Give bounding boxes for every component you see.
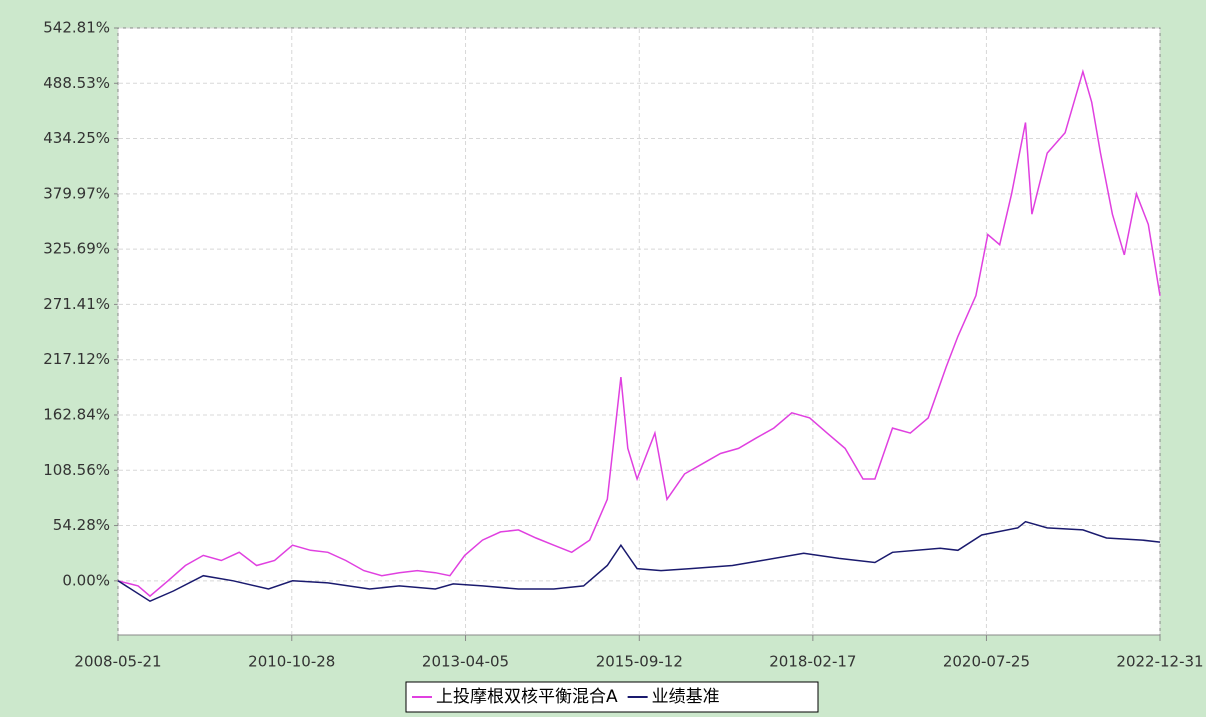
- series-line: [117, 68, 1161, 598]
- legend-label: 上投摩根双核平衡混合A: [436, 687, 618, 707]
- x-tick-label: 2008-05-21: [74, 653, 161, 671]
- y-tick-label: 325.69%: [43, 240, 110, 258]
- y-tick-label: 54.28%: [53, 516, 110, 534]
- legend-label: 业绩基准: [652, 687, 720, 707]
- y-tick-label: 217.12%: [43, 350, 110, 368]
- x-tick-label: 2013-04-05: [422, 653, 509, 671]
- x-tick-label: 2018-02-17: [769, 653, 856, 671]
- x-tick-label: 2020-07-25: [943, 653, 1030, 671]
- y-tick-label: 0.00%: [62, 571, 110, 589]
- y-tick-label: 488.53%: [43, 74, 110, 92]
- legend: [405, 681, 819, 713]
- y-tick-label: 542.81%: [43, 19, 110, 37]
- series-line: [117, 520, 1161, 603]
- y-tick-label: 271.41%: [43, 295, 110, 313]
- x-tick-label: 2010-10-28: [248, 653, 335, 671]
- y-tick-label: 379.97%: [43, 184, 110, 202]
- x-tick-label: 2022-12-31: [1116, 653, 1203, 671]
- y-tick-label: 162.84%: [43, 405, 110, 423]
- y-tick-label: 434.25%: [43, 129, 110, 147]
- y-tick-label: 108.56%: [43, 461, 110, 479]
- x-tick-label: 2015-09-12: [596, 653, 683, 671]
